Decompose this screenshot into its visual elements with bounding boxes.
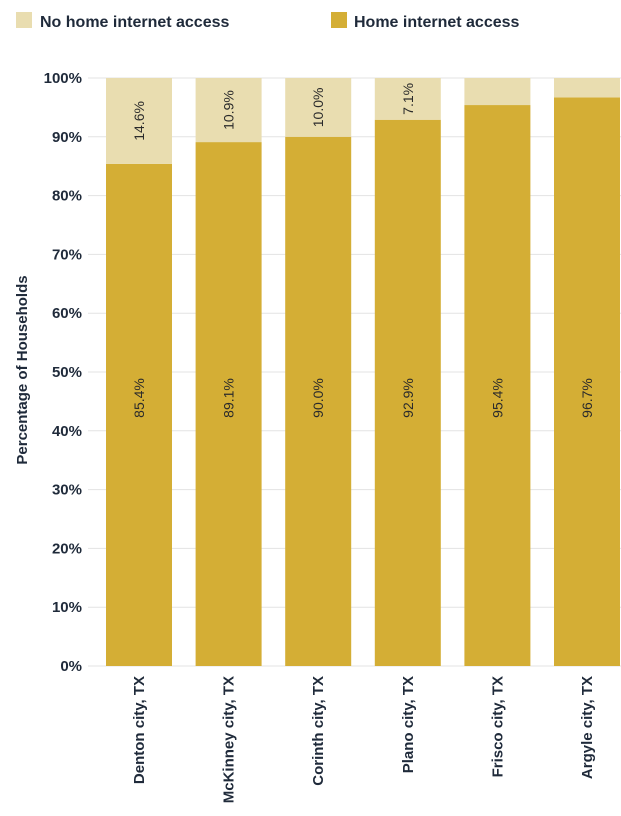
x-tick-label: Denton city, TX bbox=[131, 676, 148, 784]
x-tick-label: McKinney city, TX bbox=[221, 676, 238, 803]
y-tick-label: 60% bbox=[52, 305, 82, 322]
bar-home-internet-access bbox=[195, 142, 262, 667]
data-label-access: 90.0% bbox=[310, 378, 326, 418]
bar-home-internet-access bbox=[374, 119, 441, 667]
x-axis-labels: Denton city, TX McKinney city, TX Corinth … bbox=[131, 676, 596, 803]
y-tick-label: 80% bbox=[52, 188, 82, 205]
legend-label-access: Home internet access bbox=[354, 14, 520, 31]
data-label-no-access: 7.1% bbox=[400, 83, 416, 115]
legend-swatch-access bbox=[331, 12, 347, 28]
data-label-access: 95.4% bbox=[489, 378, 505, 418]
data-label-access: 85.4% bbox=[131, 378, 147, 418]
data-label-access: 89.1% bbox=[221, 378, 237, 418]
y-tick-label: 40% bbox=[52, 423, 82, 440]
bar-group: 95.4% bbox=[464, 78, 531, 667]
bar-no-home-internet-access bbox=[374, 78, 441, 120]
legend: No home internet access Home internet ac… bbox=[16, 12, 520, 31]
bar-no-home-internet-access bbox=[195, 78, 262, 143]
legend-label-no-access: No home internet access bbox=[40, 14, 230, 31]
bar-group: 85.4% 14.6% bbox=[106, 78, 172, 666]
y-tick-label: 90% bbox=[52, 129, 82, 146]
y-tick-label: 100% bbox=[44, 70, 82, 87]
x-tick-label: Argyle city, TX bbox=[579, 676, 596, 779]
bar-group: 89.1% 10.9% bbox=[195, 78, 262, 667]
y-tick-label: 50% bbox=[52, 364, 82, 381]
data-label-no-access: 10.9% bbox=[221, 90, 237, 130]
bar-home-internet-access bbox=[554, 97, 620, 667]
bar-no-home-internet-access bbox=[554, 78, 620, 98]
x-tick-label: Plano city, TX bbox=[400, 676, 417, 773]
y-axis-ticks: 0% 10% 20% 30% 40% 50% 60% 70% 80% 90% 100% bbox=[44, 70, 82, 675]
data-label-no-access: 14.6% bbox=[131, 101, 147, 141]
x-tick-label: Corinth city, TX bbox=[310, 676, 327, 786]
y-tick-label: 30% bbox=[52, 482, 82, 499]
legend-swatch-no-access bbox=[16, 12, 32, 28]
bar-group: 96.7% bbox=[554, 78, 620, 667]
bar-no-home-internet-access bbox=[106, 78, 172, 164]
bar-no-home-internet-access bbox=[464, 78, 531, 106]
y-tick-label: 70% bbox=[52, 246, 82, 263]
y-axis-title: Percentage of Households bbox=[14, 275, 31, 464]
bar-group: 92.9% 7.1% bbox=[374, 78, 441, 667]
y-tick-label: 10% bbox=[52, 599, 82, 616]
bar-home-internet-access bbox=[106, 163, 172, 666]
data-label-access: 96.7% bbox=[579, 378, 595, 418]
bar-home-internet-access bbox=[285, 136, 352, 667]
y-tick-label: 0% bbox=[60, 658, 82, 675]
bars: 85.4%14.6%89.1%10.9%90.0%10.0%92.9%7.1%9… bbox=[106, 78, 620, 667]
data-label-access: 92.9% bbox=[400, 378, 416, 418]
bar-group: 90.0% 10.0% bbox=[285, 78, 352, 667]
gridlines bbox=[88, 77, 621, 667]
x-tick-label: Frisco city, TX bbox=[489, 676, 506, 777]
bar-no-home-internet-access bbox=[285, 78, 352, 137]
bar-home-internet-access bbox=[464, 105, 531, 667]
y-tick-label: 20% bbox=[52, 540, 82, 557]
data-label-no-access: 10.0% bbox=[310, 88, 326, 128]
